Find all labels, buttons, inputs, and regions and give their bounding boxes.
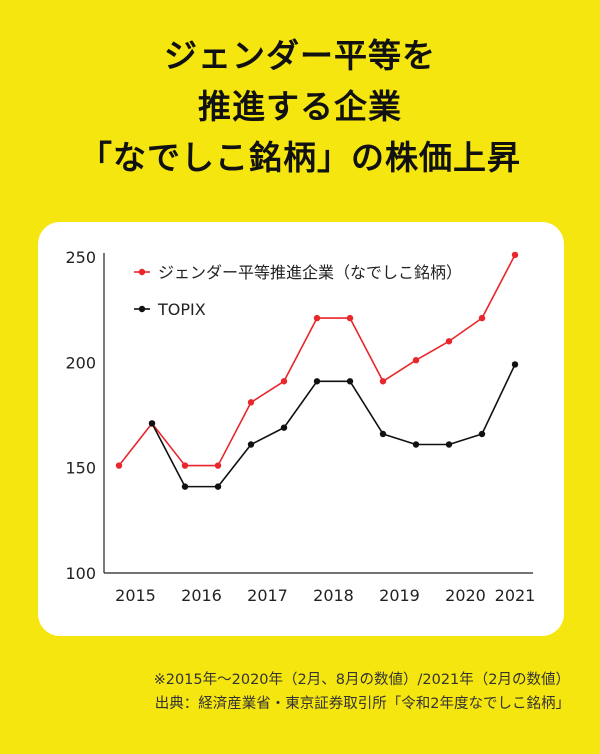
data-point-series-2 xyxy=(511,361,519,368)
y-tick-label: 150 xyxy=(65,459,96,478)
data-point-series-2 xyxy=(346,378,354,385)
y-tick-label: 100 xyxy=(65,564,96,583)
data-point-series-1 xyxy=(511,251,519,259)
page-title: ジェンダー平等を 推進する企業 「なでしこ銘柄」の株価上昇 xyxy=(0,30,600,183)
data-point-series-2 xyxy=(247,441,255,448)
title-line-3: 「なでしこ銘柄」の株価上昇 xyxy=(79,138,521,177)
x-tick-label: 2017 xyxy=(247,586,288,605)
y-tick-label: 200 xyxy=(65,353,96,372)
data-point-series-2 xyxy=(181,483,189,490)
data-point-series-2 xyxy=(313,378,321,385)
x-tick-label: 2020 xyxy=(445,586,486,605)
legend-label-1: ジェンダー平等推進企業（なでしこ銘柄） xyxy=(158,263,462,282)
data-point-series-1 xyxy=(313,314,321,322)
data-point-series-2 xyxy=(478,430,486,438)
data-point-series-1 xyxy=(379,378,387,385)
series-line-1 xyxy=(118,254,516,467)
data-point-series-1 xyxy=(478,314,486,322)
x-tick-label: 2016 xyxy=(181,586,222,605)
line-chart: 100 150 200 250 2015 2016 2017 2018 2019 2020 2021… xyxy=(65,248,536,605)
x-tick-label: 2015 xyxy=(115,586,156,605)
title-line-1: ジェンダー平等を xyxy=(164,36,436,75)
series-line-2 xyxy=(151,364,516,488)
x-tick-label: 2018 xyxy=(313,586,354,605)
x-tick-label: 2021 xyxy=(495,586,536,605)
data-point-series-1 xyxy=(115,462,123,469)
title-line-2: 推進する企業 xyxy=(198,87,402,126)
data-point-series-2 xyxy=(379,430,387,438)
data-point-series-2 xyxy=(148,420,156,427)
data-point-series-2 xyxy=(412,441,420,448)
footnotes: ※2015年〜2020年（2月、8月の数値）/2021年（2月の数値） 出典：経… xyxy=(154,668,570,716)
legend-marker-2 xyxy=(138,305,146,313)
data-point-series-1 xyxy=(214,462,222,469)
x-tick-label: 2019 xyxy=(379,586,420,605)
data-point-series-1 xyxy=(280,378,288,385)
data-point-series-2 xyxy=(445,441,453,448)
footnote-period: ※2015年〜2020年（2月、8月の数値）/2021年（2月の数値） xyxy=(153,672,570,688)
y-tick-label: 250 xyxy=(65,248,96,267)
data-point-series-2 xyxy=(214,483,222,490)
legend-marker-1 xyxy=(138,268,146,276)
data-point-series-1 xyxy=(445,338,453,345)
data-point-series-1 xyxy=(412,357,420,364)
data-point-series-1 xyxy=(181,462,189,469)
data-point-series-1 xyxy=(247,399,255,406)
data-point-series-1 xyxy=(346,314,354,322)
legend-label-2: TOPIX xyxy=(157,300,206,319)
footnote-source: 出典：経済産業省・東京証券取引所「令和2年度なでしこ銘柄」 xyxy=(154,696,570,712)
chart-card: 100 150 200 250 2015 2016 2017 2018 2019 2020 2021… xyxy=(38,222,564,636)
data-point-series-2 xyxy=(280,424,288,431)
